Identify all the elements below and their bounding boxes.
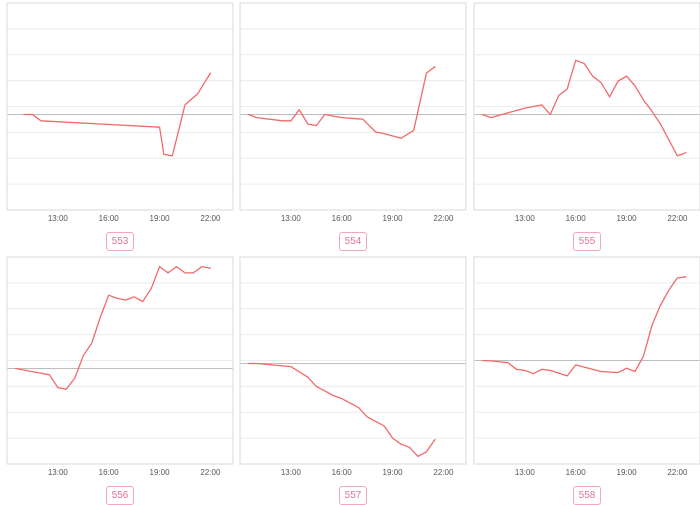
x-tick-label: 13:00 <box>48 468 69 477</box>
plot-frame <box>6 2 234 211</box>
chart-panel: 13:00 16:00 19:00 22:00 557 <box>238 256 468 505</box>
x-tick-label: 13:00 <box>281 468 302 477</box>
x-tick-label: 13:00 <box>515 214 536 223</box>
chart-panel: 13:00 16:00 19:00 22:00 556 <box>5 256 235 505</box>
x-tick-label: 13:00 <box>48 214 69 223</box>
chart-id-badge[interactable]: 555 <box>573 232 601 251</box>
chart-id-badge[interactable]: 554 <box>339 232 367 251</box>
chart-id-badge[interactable]: 556 <box>106 486 134 505</box>
x-tick-label: 22:00 <box>433 468 454 477</box>
line-chart: 13:00 16:00 19:00 22:00 <box>239 2 467 223</box>
x-tick-label: 16:00 <box>99 468 120 477</box>
x-tick-label: 13:00 <box>515 468 536 477</box>
x-tick-label: 19:00 <box>617 214 638 223</box>
line-chart: 13:00 16:00 19:00 22:00 <box>239 256 467 477</box>
x-tick-label: 19:00 <box>150 468 171 477</box>
x-tick-label: 19:00 <box>383 468 404 477</box>
x-tick-label: 22:00 <box>667 468 688 477</box>
plot-frame <box>6 256 234 465</box>
chart-id-badge[interactable]: 553 <box>106 232 134 251</box>
x-tick-label: 22:00 <box>433 214 454 223</box>
series-line <box>23 72 212 157</box>
series-line <box>247 362 436 458</box>
plot-frame <box>473 256 700 465</box>
plot-frame <box>239 2 467 211</box>
x-tick-label: 19:00 <box>617 468 638 477</box>
line-chart: 13:00 16:00 19:00 22:00 <box>473 256 700 477</box>
x-tick-label: 19:00 <box>383 214 404 223</box>
x-tick-label: 16:00 <box>566 214 587 223</box>
chart-panel: 13:00 16:00 19:00 22:00 554 <box>238 2 468 251</box>
series-line <box>481 59 687 157</box>
x-tick-label: 13:00 <box>281 214 302 223</box>
line-chart: 13:00 16:00 19:00 22:00 <box>6 256 234 477</box>
series-line <box>481 276 687 377</box>
chart-id-badge[interactable]: 558 <box>573 486 601 505</box>
line-chart: 13:00 16:00 19:00 22:00 <box>473 2 700 223</box>
x-tick-label: 16:00 <box>332 468 353 477</box>
plot-frame <box>473 2 700 211</box>
x-tick-label: 19:00 <box>150 214 171 223</box>
series-line <box>14 265 212 390</box>
chart-panel: 13:00 16:00 19:00 22:00 553 <box>5 2 235 251</box>
x-tick-label: 22:00 <box>200 214 221 223</box>
x-tick-label: 16:00 <box>332 214 353 223</box>
plot-frame <box>239 256 467 465</box>
x-tick-label: 16:00 <box>566 468 587 477</box>
x-tick-label: 22:00 <box>200 468 221 477</box>
chart-panel: 13:00 16:00 19:00 22:00 558 <box>472 256 700 505</box>
series-line <box>247 66 436 139</box>
line-chart: 13:00 16:00 19:00 22:00 <box>6 2 234 223</box>
x-tick-label: 16:00 <box>99 214 120 223</box>
chart-panel: 13:00 16:00 19:00 22:00 555 <box>472 2 700 251</box>
x-tick-label: 22:00 <box>667 214 688 223</box>
chart-id-badge[interactable]: 557 <box>339 486 367 505</box>
